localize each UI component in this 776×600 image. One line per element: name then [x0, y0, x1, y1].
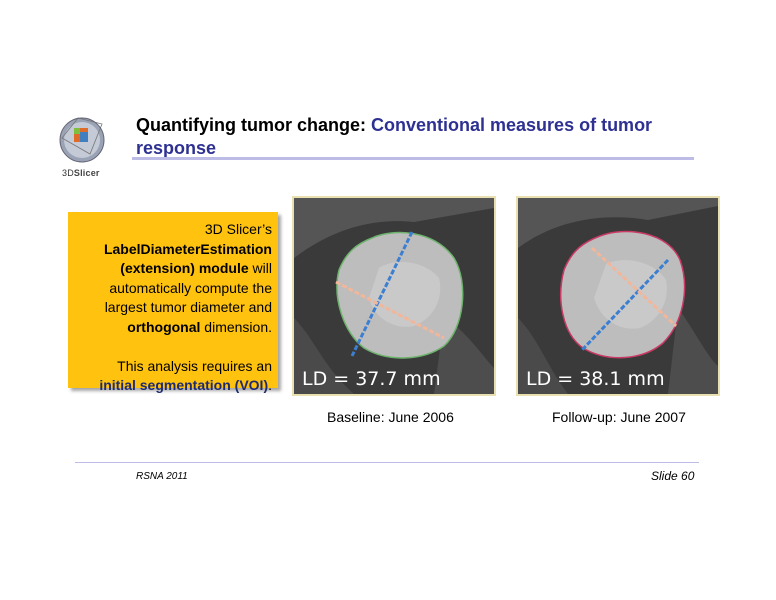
slide-number: Slide 60 — [651, 469, 695, 483]
callout-line4: This analysis requires an — [117, 357, 272, 374]
callout-line3: dimension. — [200, 318, 272, 335]
baseline-measurement: LD = 37.7 mm — [302, 368, 441, 390]
followup-measurement: LD = 38.1 mm — [526, 368, 665, 390]
followup-image-panel: LD = 38.1 mm — [516, 196, 720, 396]
baseline-caption: Baseline: June 2006 — [327, 409, 454, 425]
callout-line1: 3D Slicer’s — [204, 221, 272, 237]
callout-box: 3D Slicer’s LabelDiameterEstimation (ext… — [68, 212, 278, 393]
footer-divider — [75, 462, 699, 463]
followup-mri-image — [518, 198, 718, 394]
title-accent: Conventional measures of tumor response — [136, 115, 653, 158]
logo-wordmark: 3DSlicer — [62, 168, 100, 178]
callout-text: 3D Slicer’s LabelDiameterEstimation (ext… — [72, 220, 272, 396]
callout-segmentation: initial segmentation (VOI) — [99, 377, 269, 393]
callout-end: . — [268, 377, 272, 393]
callout-line2: will automatically compute the largest t… — [104, 260, 272, 315]
callout-orthogonal: orthogonal — [127, 318, 201, 335]
title-main: Quantifying tumor change: — [136, 115, 372, 135]
callout-module-name: LabelDiameterEstimation (extension) modu… — [103, 240, 272, 277]
followup-caption: Follow-up: June 2007 — [552, 409, 686, 425]
baseline-mri-image — [294, 198, 494, 394]
baseline-image-panel: LD = 37.7 mm — [292, 196, 496, 396]
footer-conference: RSNA 2011 — [136, 471, 188, 482]
3dslicer-logo-icon — [50, 110, 110, 182]
title-divider — [132, 157, 694, 160]
page-title: Quantifying tumor change: Conventional m… — [136, 114, 696, 160]
